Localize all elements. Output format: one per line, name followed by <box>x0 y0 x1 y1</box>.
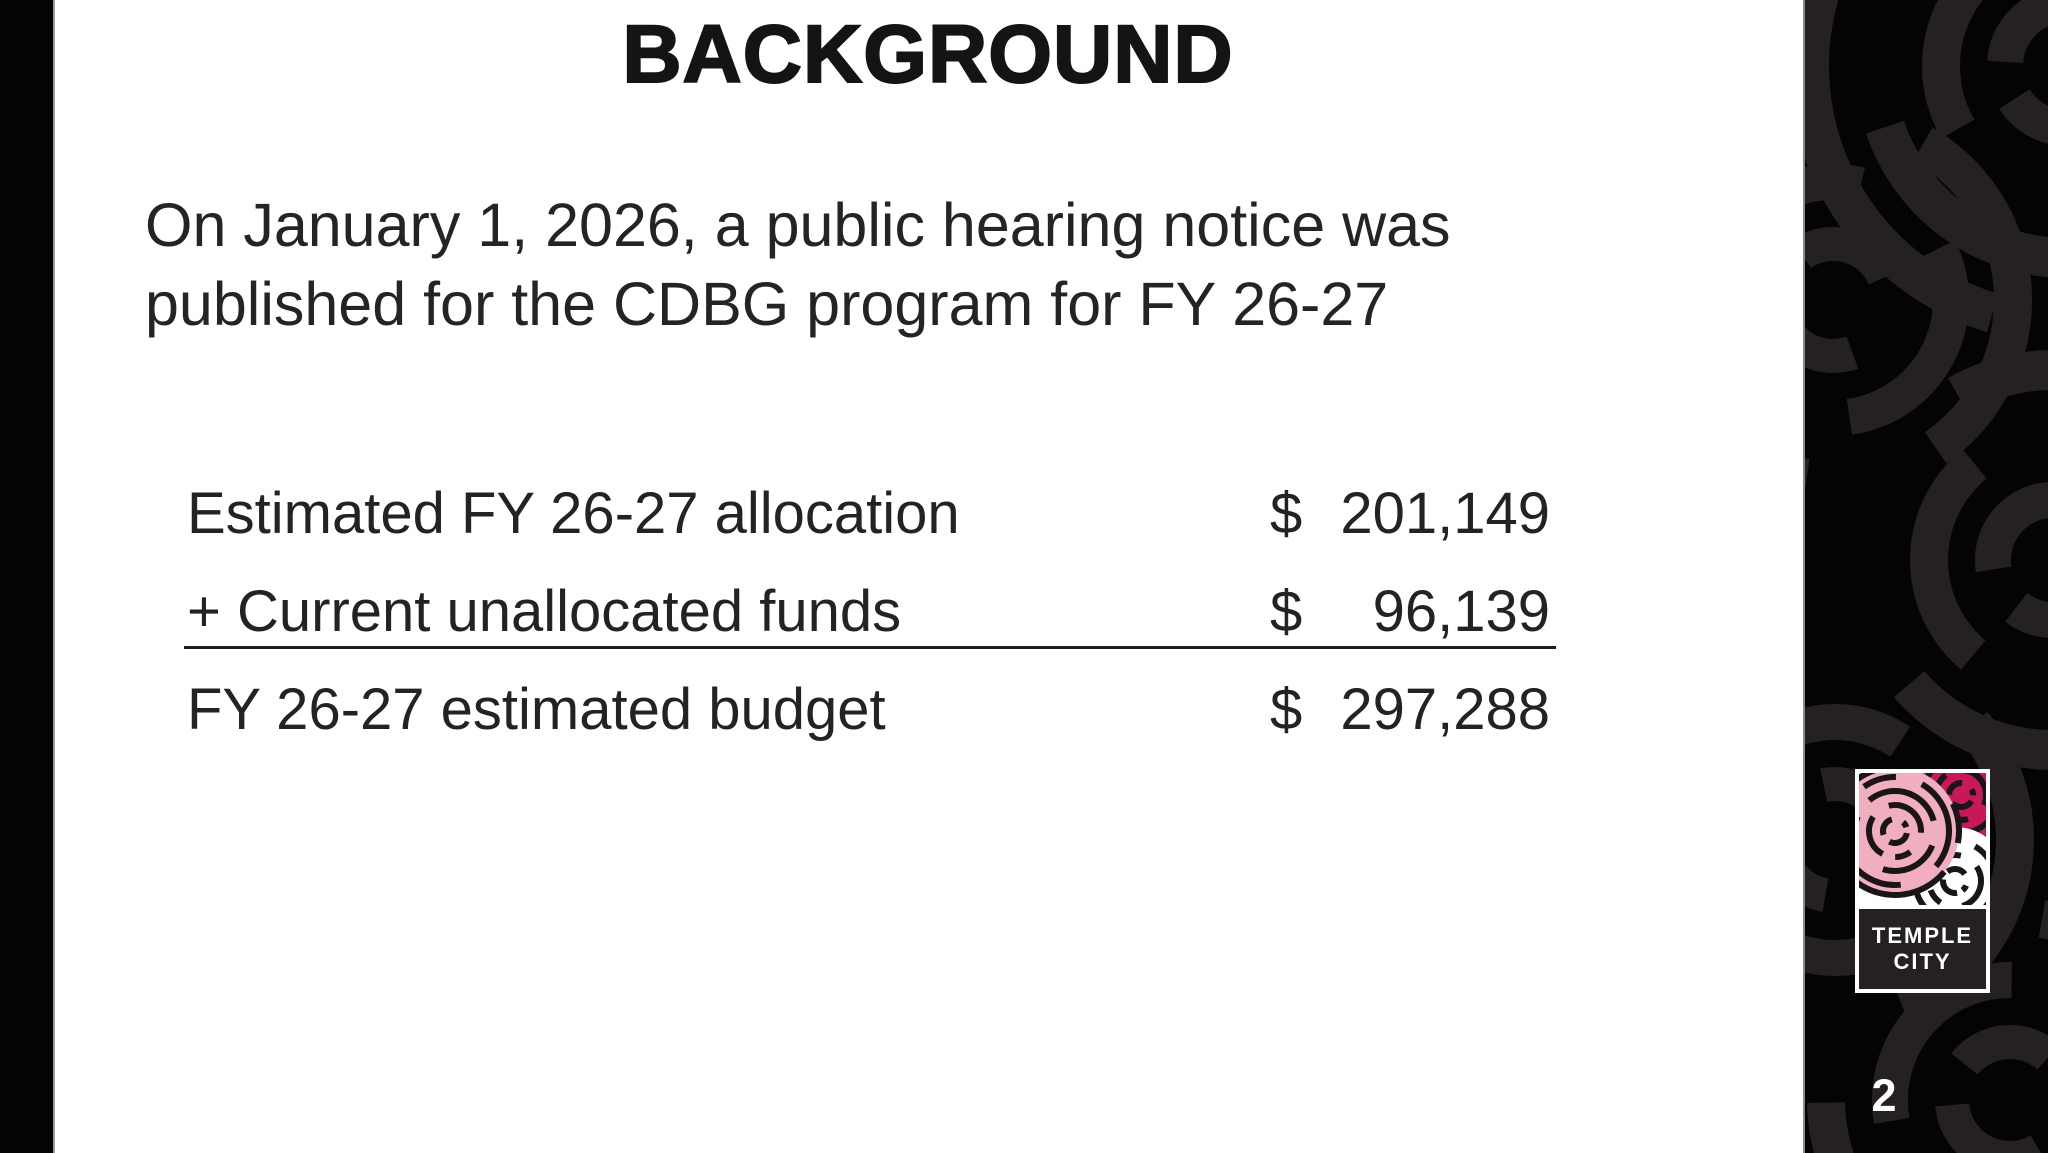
logo-wordmark: TEMPLE CITY <box>1859 909 1986 989</box>
amount-value: 96,139 <box>1372 579 1550 644</box>
sidebar-panel: TEMPLE CITY 2 <box>1803 0 2048 1153</box>
body-paragraph: On January 1, 2026, a public hearing not… <box>145 186 1451 344</box>
body-line-2: published for the CDBG program for FY 26… <box>145 270 1389 338</box>
amount-value: 297,288 <box>1340 677 1550 742</box>
logo-line-1: TEMPLE <box>1871 923 1974 948</box>
temple-city-logo: TEMPLE CITY <box>1855 769 1990 993</box>
budget-row-allocation: Estimated FY 26-27 allocation $ 201,149 <box>184 480 1556 548</box>
body-line-1: On January 1, 2026, a public hearing not… <box>145 191 1451 259</box>
budget-row-amount: $ 96,139 <box>1270 578 1550 646</box>
page-number: 2 <box>1871 1070 1897 1121</box>
currency-symbol: $ <box>1270 677 1303 742</box>
budget-row-amount: $ 201,149 <box>1270 480 1550 548</box>
camellia-flowers-icon <box>1859 773 1986 905</box>
budget-row-amount: $ 297,288 <box>1270 676 1550 744</box>
budget-row-label: Estimated FY 26-27 allocation <box>187 481 960 546</box>
budget-row-estimated-budget: FY 26-27 estimated budget $ 297,288 <box>184 676 1556 744</box>
currency-symbol: $ <box>1270 481 1303 546</box>
budget-row-label: FY 26-27 estimated budget <box>187 677 886 742</box>
left-black-strip <box>0 0 55 1153</box>
budget-row-unallocated-funds: + Current unallocated funds $ 96,139 <box>184 578 1556 649</box>
slide-title: BACKGROUND <box>621 8 1234 101</box>
amount-value: 201,149 <box>1340 481 1550 546</box>
budget-row-label: + Current unallocated funds <box>187 579 902 644</box>
logo-line-2: CITY <box>1893 949 1952 974</box>
currency-symbol: $ <box>1270 579 1303 644</box>
